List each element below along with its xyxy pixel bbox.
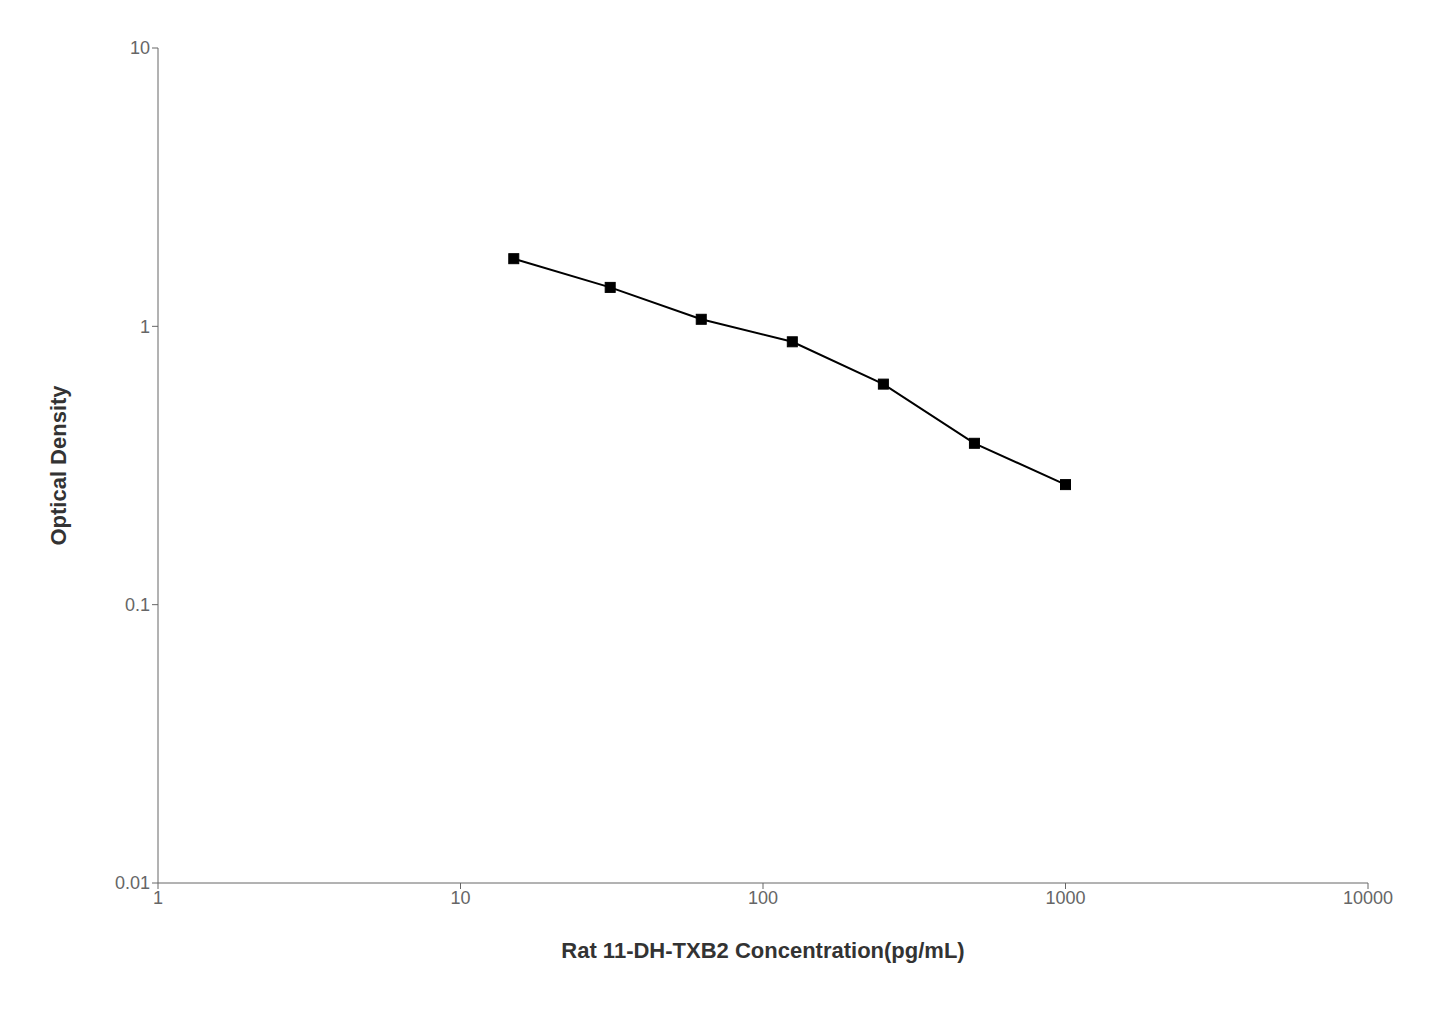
svg-text:10000: 10000	[1343, 888, 1393, 908]
svg-text:0.1: 0.1	[125, 595, 150, 615]
svg-text:1: 1	[140, 317, 150, 337]
svg-text:1: 1	[153, 888, 163, 908]
svg-text:1000: 1000	[1045, 888, 1085, 908]
svg-text:0.01: 0.01	[115, 873, 150, 893]
svg-text:10: 10	[450, 888, 470, 908]
svg-text:Optical Density: Optical Density	[46, 385, 71, 546]
svg-text:10: 10	[130, 38, 150, 58]
svg-text:100: 100	[748, 888, 778, 908]
svg-text:Rat 11-DH-TXB2 Concentration(p: Rat 11-DH-TXB2 Concentration(pg/mL)	[561, 938, 964, 963]
